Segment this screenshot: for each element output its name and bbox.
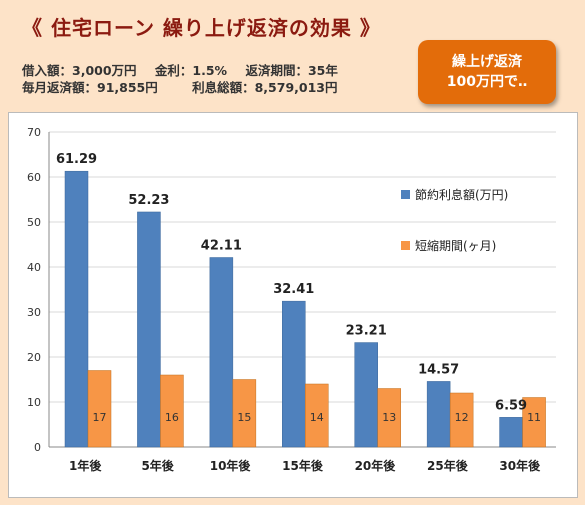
- loan-info-line-1: 借入額：3,000万円 金利：1.5% 返済期間：35年: [22, 60, 352, 79]
- total-interest: 利息総額：8,579,013円: [192, 80, 338, 95]
- bar-series2: [160, 374, 184, 448]
- data-label-series2: 17: [93, 411, 107, 424]
- loan-info-line-2: 毎月返済額：91,855円 利息総額：8,579,013円: [22, 77, 352, 96]
- bar-series1: [209, 257, 234, 448]
- x-tick-label: 30年後: [499, 458, 541, 473]
- callout-line-1: 繰上げ返済: [452, 54, 522, 70]
- callout-box: 繰上げ返済 100万円で‥: [418, 40, 556, 104]
- callout-line-2: 100万円で‥: [446, 74, 528, 90]
- data-label-series1: 23.21: [346, 324, 387, 339]
- bar-series2: [87, 370, 112, 448]
- x-tick-label: 20年後: [355, 458, 397, 473]
- bar-series2: [522, 397, 546, 448]
- y-tick-label: 50: [27, 216, 41, 229]
- data-label-series2: 11: [527, 411, 541, 424]
- y-tick-label: 10: [27, 396, 41, 409]
- legend-swatch: [401, 190, 410, 199]
- data-label-series1: 14.57: [418, 362, 459, 377]
- x-tick-label: 10年後: [210, 458, 252, 473]
- data-label-series1: 52.23: [128, 193, 169, 208]
- data-label-series2: 15: [237, 411, 251, 424]
- bar-series2: [232, 379, 257, 448]
- x-tick-label: 25年後: [427, 458, 469, 473]
- legend-swatch: [401, 241, 410, 250]
- x-tick-label: 15年後: [282, 458, 324, 473]
- page-title: 《 住宅ローン 繰り上げ返済の効果 》: [22, 16, 381, 40]
- data-label-series2: 13: [382, 411, 396, 424]
- y-tick-label: 20: [27, 351, 41, 364]
- bar-series2: [449, 392, 474, 448]
- bar-chart: 0 10 20 30 40 50 60 70 61.29 17 1年後 52.23 16 5年後 42.11…: [27, 126, 556, 473]
- bar-series1: [137, 211, 161, 448]
- bar-series1: [282, 300, 306, 448]
- legend-label: 短縮期間(ヶ月): [415, 238, 496, 253]
- loan-amount: 借入額：3,000万円: [22, 63, 137, 78]
- data-label-series2: 12: [455, 411, 469, 424]
- bar-series1: [426, 381, 451, 448]
- interest-rate: 金利：1.5%: [154, 63, 228, 78]
- data-label-series1: 61.29: [56, 152, 97, 167]
- y-tick-label: 40: [27, 261, 41, 274]
- y-tick-label: 70: [27, 126, 41, 139]
- y-tick-label: 60: [27, 171, 41, 184]
- bar-series2: [305, 383, 329, 448]
- data-label-series2: 16: [165, 411, 179, 424]
- y-tick-label: 30: [27, 306, 41, 319]
- bar-series1: [64, 170, 89, 448]
- bar-series2: [377, 388, 401, 448]
- data-label-series1: 6.59: [495, 398, 527, 413]
- bar-series1: [354, 342, 378, 448]
- x-tick-label: 5年後: [141, 458, 174, 473]
- bar-series1: [499, 417, 523, 448]
- legend-label: 節約利息額(万円): [415, 187, 508, 202]
- monthly-payment: 毎月返済額：91,855円: [22, 80, 158, 95]
- chart-container: 0 10 20 30 40 50 60 70 61.29 17 1年後 52.23 16 5年後 42.11…: [8, 112, 578, 498]
- y-tick-label: 0: [34, 441, 41, 454]
- data-label-series2: 14: [310, 411, 324, 424]
- data-label-series1: 32.41: [273, 282, 314, 297]
- repayment-period: 返済期間：35年: [245, 63, 338, 78]
- x-tick-label: 1年後: [69, 458, 102, 473]
- data-label-series1: 42.11: [201, 239, 242, 254]
